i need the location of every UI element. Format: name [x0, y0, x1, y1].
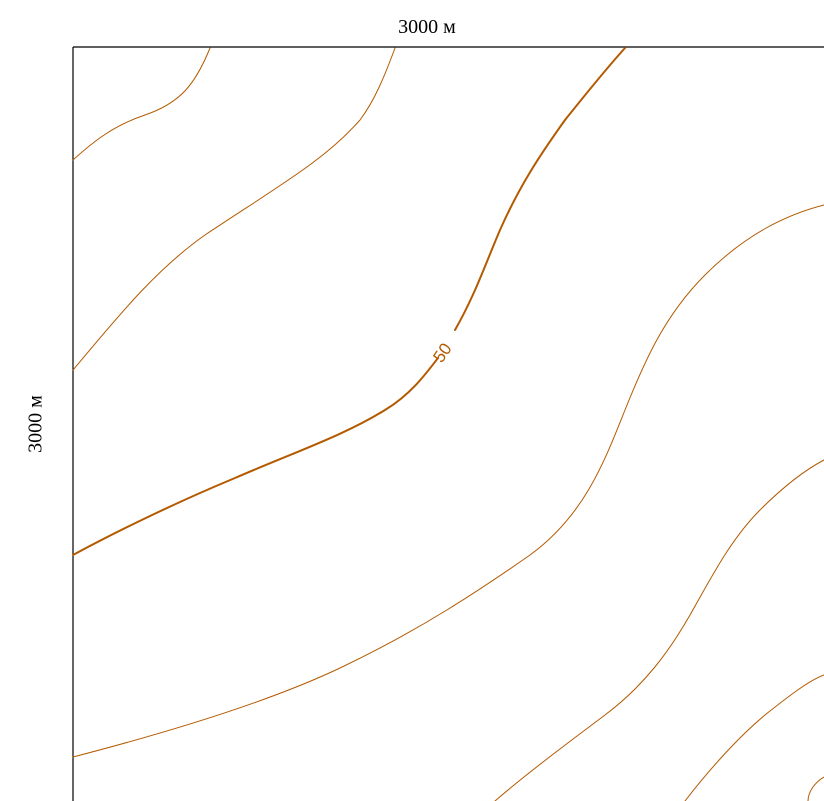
- contour-elevation-label: 50: [429, 340, 455, 366]
- map-width-label: 3000 м: [364, 16, 490, 39]
- map-height-label: 3000 м: [24, 395, 48, 453]
- contour-line: [72, 47, 396, 371]
- index-contour: [72, 357, 439, 556]
- contour-line: [684, 674, 824, 801]
- contour-line: [72, 47, 211, 161]
- contour-line: [494, 459, 824, 801]
- contour-line: [807, 776, 824, 801]
- contour-line: [72, 204, 824, 758]
- index-contour: [454, 47, 626, 331]
